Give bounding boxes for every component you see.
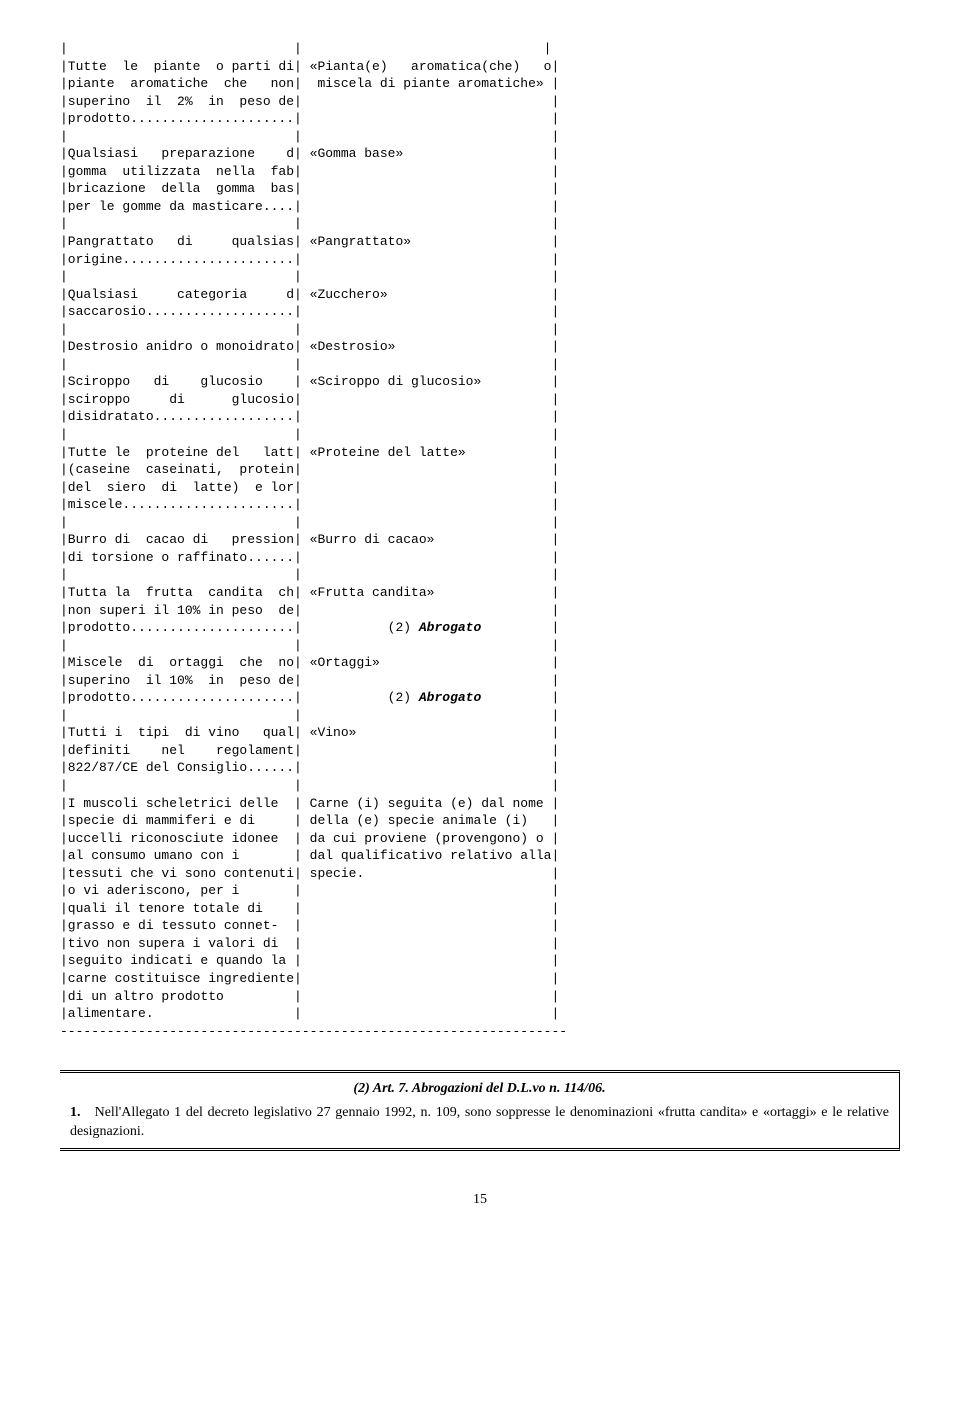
ascii-table: | | | |Tutte le piante o parti di| «Pian…: [60, 40, 900, 1040]
footnote-body: 1. Nell'Allegato 1 del decreto legislati…: [70, 1103, 889, 1142]
footnote-text: Nell'Allegato 1 del decreto legislativo …: [70, 1105, 889, 1140]
page-number: 15: [60, 1191, 900, 1210]
footnote-heading: (2) Art. 7. Abrogazioni del D.L.vo n. 11…: [70, 1079, 889, 1099]
footnote-box: (2) Art. 7. Abrogazioni del D.L.vo n. 11…: [60, 1070, 900, 1151]
footnote-num: 1.: [70, 1105, 81, 1120]
